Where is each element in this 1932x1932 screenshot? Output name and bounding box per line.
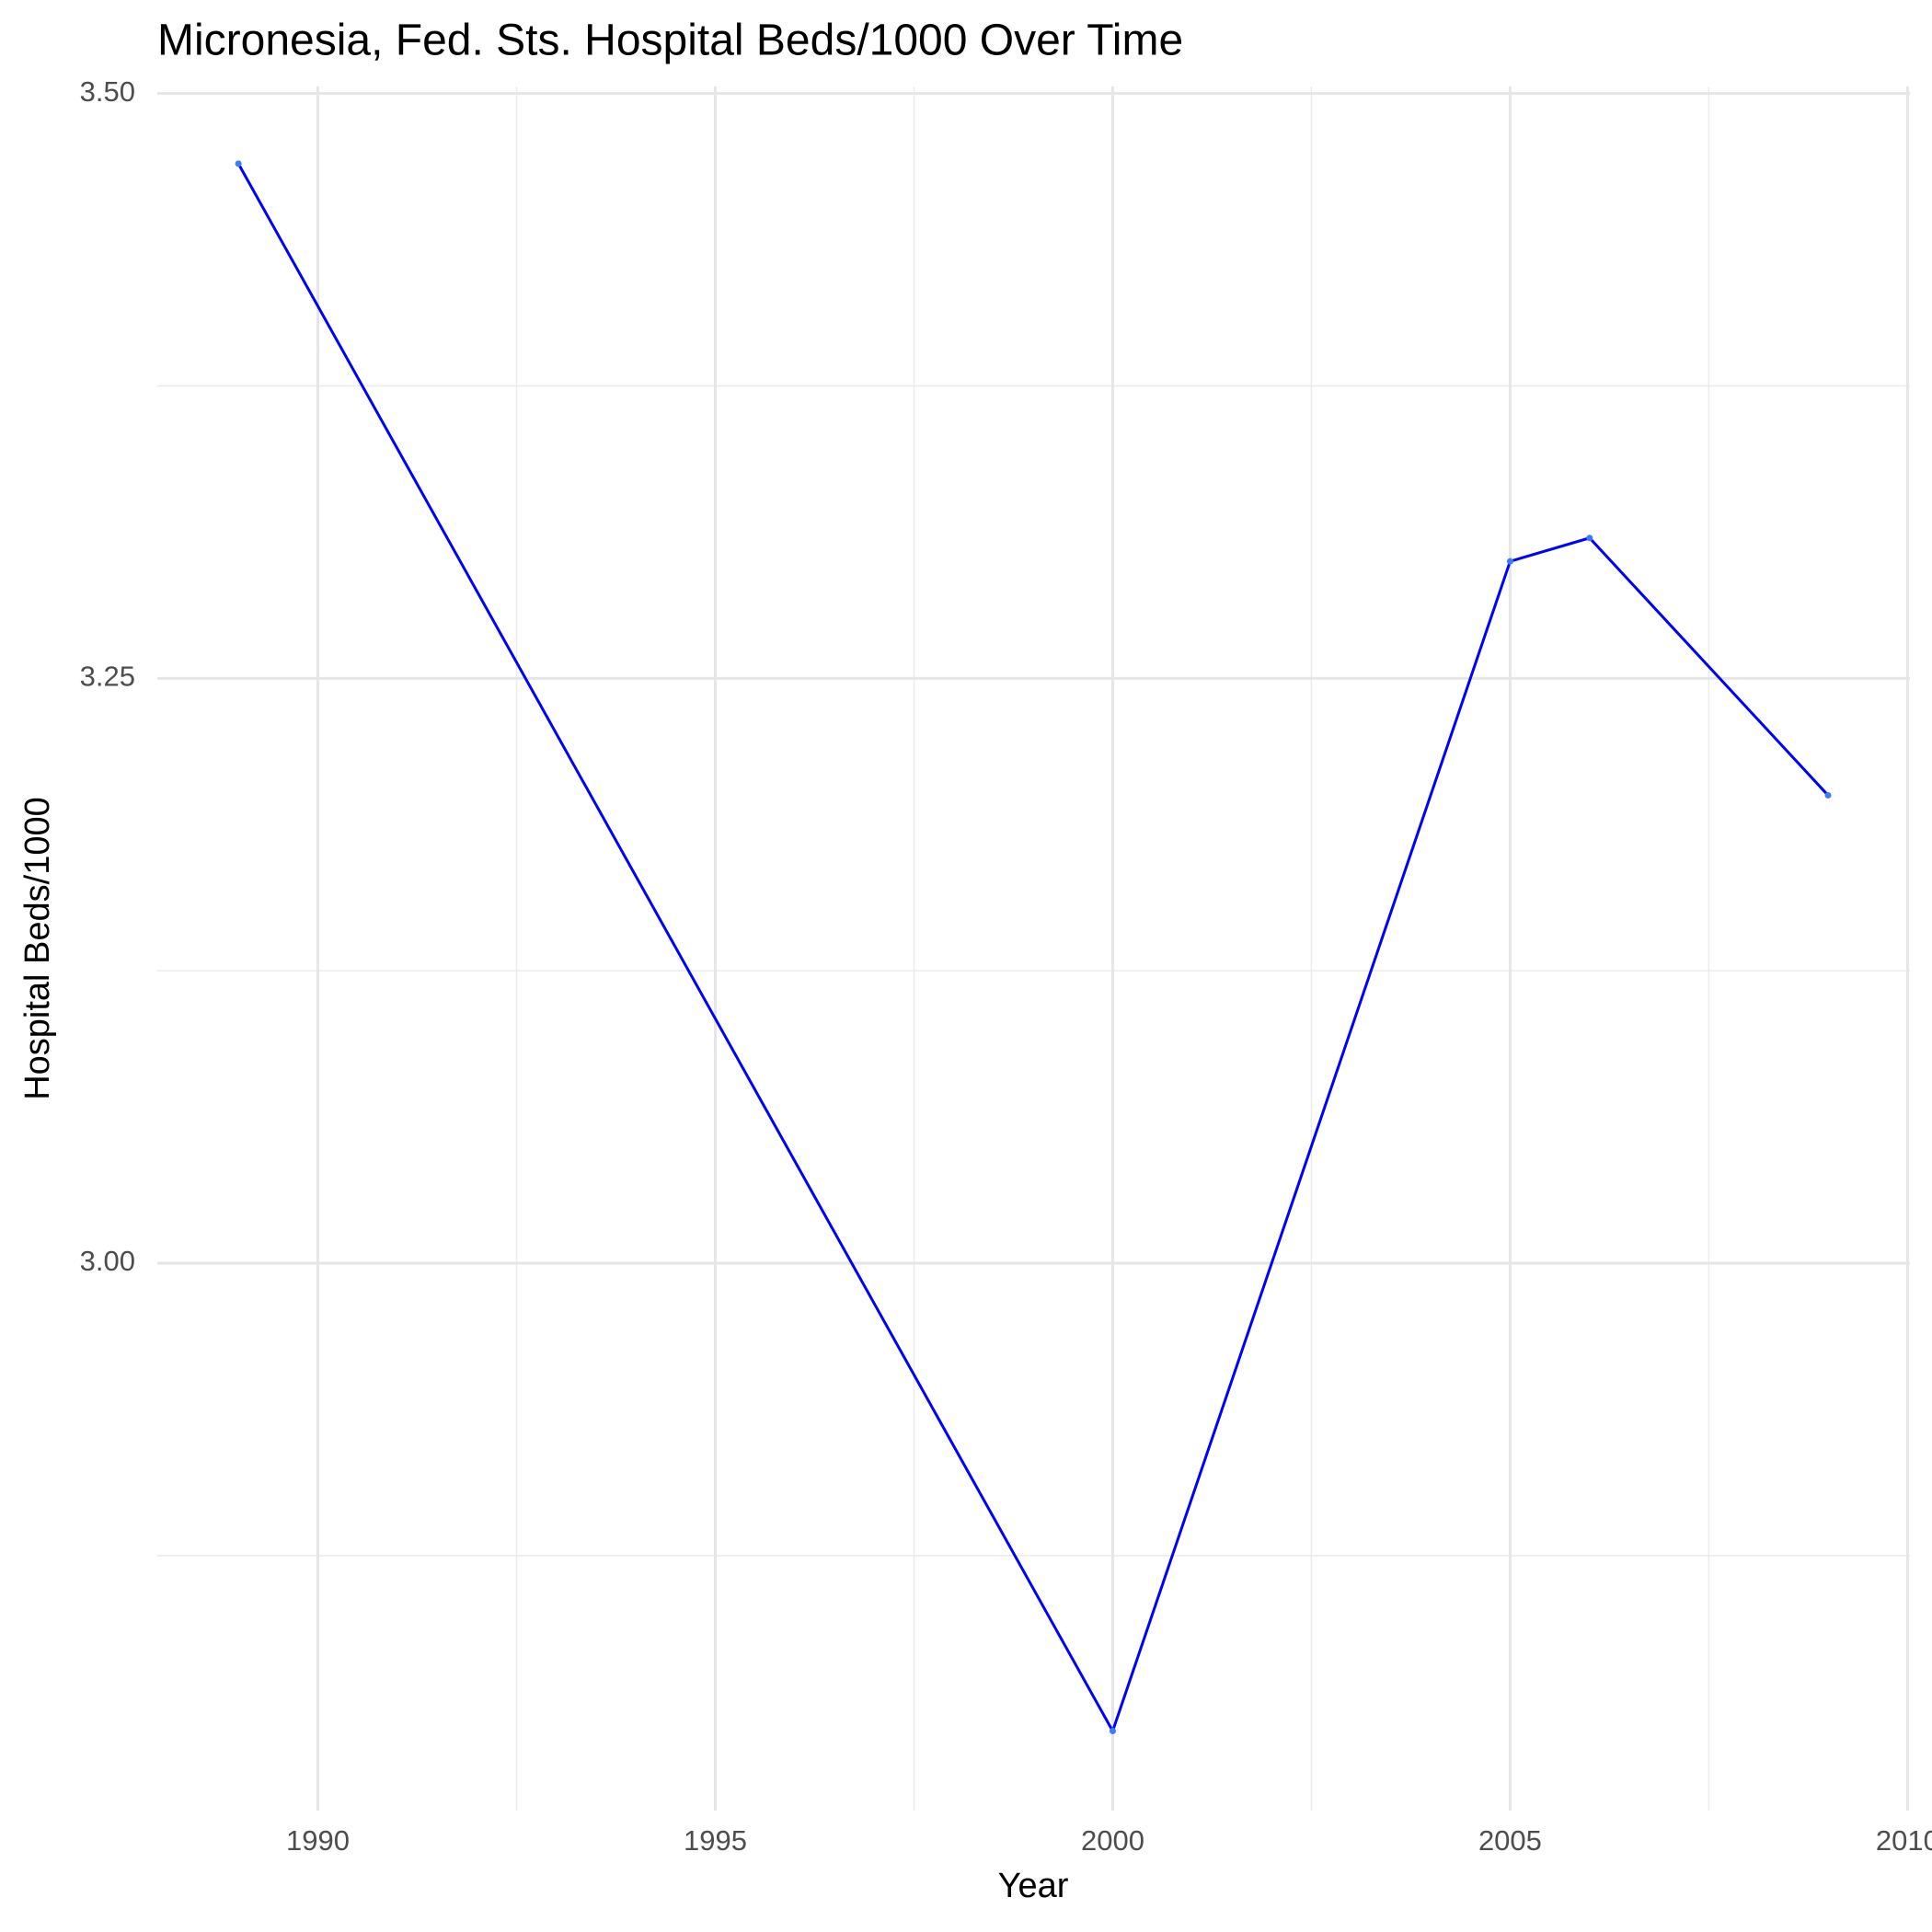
point xyxy=(1506,558,1513,565)
x-tick-label: 2000 xyxy=(1081,1824,1144,1857)
point xyxy=(235,160,242,167)
point xyxy=(1824,791,1832,799)
x-tick-label: 2010 xyxy=(1876,1824,1932,1857)
line xyxy=(236,163,1830,1735)
x-tick-label: 2005 xyxy=(1478,1824,1542,1857)
x-axis-title: Year xyxy=(998,1867,1069,1905)
point xyxy=(1586,535,1593,542)
x-tick-label: 1990 xyxy=(286,1824,350,1857)
y-tick-label: 3.50 xyxy=(80,75,135,108)
y-axis-title: Hospital Beds/1000 xyxy=(18,797,57,1100)
y-tick-label: 3.25 xyxy=(80,661,135,693)
y-tick-label: 3.00 xyxy=(80,1245,135,1277)
chart-title: Micronesia, Fed. Sts. Hospital Beds/1000… xyxy=(157,17,1183,65)
x-tick-label: 1995 xyxy=(684,1824,747,1857)
point xyxy=(1109,1728,1116,1735)
